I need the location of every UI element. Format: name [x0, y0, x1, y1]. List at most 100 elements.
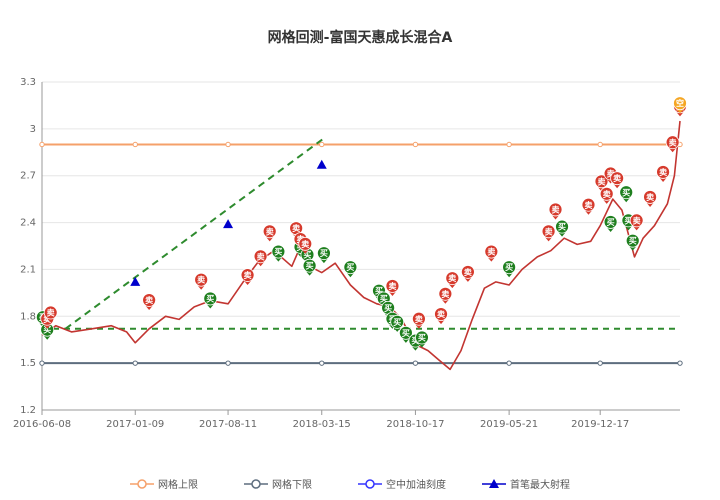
buy-marker-head [390, 315, 405, 329]
sell-marker-head [412, 311, 426, 326]
sell-marker-label: 卖 [145, 295, 153, 305]
sell-marker-head [594, 174, 609, 189]
sell-marker-label: 卖 [669, 137, 677, 147]
grid-upper-line-marker [225, 141, 231, 148]
legend-label: 首笔最大射程 [510, 478, 570, 491]
legend-label: 空中加油刻度 [386, 478, 446, 491]
buy-marker: 买 [625, 233, 640, 251]
legend[interactable]: 网格上限 网格下限 空中加油刻度 首笔最大射程 [130, 478, 570, 491]
sell-marker-head [434, 307, 448, 321]
buy-marker-head [203, 291, 218, 306]
sell-marker-label: 卖 [607, 169, 615, 179]
sell-marker: 卖 [594, 174, 609, 192]
nav-price-line [41, 120, 681, 371]
grid-upper-line-marker [319, 141, 325, 148]
buy-marker: 买 [271, 244, 286, 262]
empty-marker: 空 [673, 96, 687, 114]
buy-marker-label: 买 [629, 237, 637, 246]
x-tick-label: 2017-01-09 [106, 419, 164, 430]
buy-marker-label: 买 [320, 249, 328, 258]
grid-upper-line-marker [597, 141, 603, 148]
sell-marker-head [43, 305, 58, 320]
buy-marker-head [271, 244, 286, 259]
grid-upper-line-marker [506, 141, 512, 148]
legend-triangle-icon [489, 479, 499, 488]
sell-marker: 卖 [656, 165, 670, 182]
grid-lines [42, 81, 680, 411]
sell-marker-label: 卖 [633, 215, 641, 225]
y-tick-label: 2.7 [20, 171, 36, 182]
buy-marker-head [555, 219, 569, 234]
x-tick-label: 2018-10-17 [386, 419, 444, 430]
sell-marker-label: 卖 [584, 200, 592, 210]
y-tick-label: 1.2 [20, 405, 36, 416]
legend-item[interactable]: 网格下限 [244, 478, 312, 491]
sell-marker-label: 卖 [43, 314, 51, 324]
x-tick-label: 2018-03-15 [293, 419, 351, 430]
x-tick-label: 2016-06-08 [13, 419, 71, 430]
buy-marker-label: 买 [206, 294, 214, 303]
sell-marker-head [262, 224, 277, 239]
max-range-point [316, 159, 327, 169]
buy-marker-label: 买 [393, 318, 401, 327]
buy-marker-label: 买 [274, 248, 282, 257]
sell-marker: 卖 [581, 197, 596, 215]
sell-marker-label: 卖 [415, 314, 423, 324]
sell-marker-head [445, 271, 460, 286]
sell-marker-head [581, 197, 596, 212]
buy-marker-head [603, 215, 618, 229]
sell-marker: 卖 [240, 268, 255, 286]
sell-marker: 卖 [599, 186, 614, 204]
grid-upper-line-marker [412, 141, 419, 148]
sell-marker-head [548, 202, 563, 217]
sell-marker-label: 卖 [266, 226, 274, 236]
sell-marker: 卖 [434, 307, 448, 325]
legend-item[interactable]: 首笔最大射程 [482, 478, 570, 491]
sell-marker-label: 卖 [244, 270, 252, 280]
sell-marker-label: 卖 [441, 289, 449, 299]
sell-marker-label: 卖 [487, 247, 495, 257]
empty-marker-label: 空 [676, 98, 684, 108]
sell-marker-label: 卖 [659, 167, 667, 177]
sell-marker: 卖 [253, 249, 268, 267]
sell-marker-label: 卖 [603, 189, 611, 199]
grid-lower-line-marker [412, 360, 419, 366]
sell-marker: 卖 [484, 244, 499, 262]
sell-marker: 卖 [385, 279, 400, 296]
grid-lower-line-marker [132, 360, 138, 366]
buy-marker: 买 [390, 315, 405, 332]
sell-marker-label: 卖 [448, 273, 456, 283]
sell-marker-label: 卖 [545, 226, 553, 236]
trade-marks: 买买买买买买买买买买买买买买买买买买买买买买买卖卖卖卖卖卖卖卖卖卖卖卖卖卖卖卖卖… [35, 96, 687, 351]
x-tick-label: 2019-05-21 [480, 419, 538, 430]
buy-marker-label: 买 [558, 223, 566, 232]
buy-marker-label: 买 [384, 304, 392, 313]
max-range-trend-line [64, 135, 327, 330]
buy-marker-label: 买 [303, 251, 311, 260]
grid-upper-line-marker [132, 141, 138, 148]
sell-marker: 卖 [548, 202, 563, 220]
sell-marker: 卖 [629, 213, 644, 231]
sell-marker-label: 卖 [292, 223, 300, 233]
sell-marker-label: 卖 [257, 251, 265, 261]
buy-marker-label: 买 [622, 188, 630, 197]
grid-lower-line-marker [597, 360, 603, 366]
buy-marker-label: 买 [402, 329, 410, 338]
buy-marker-head [625, 233, 640, 248]
buy-marker: 买 [555, 219, 569, 237]
legend-item[interactable]: 空中加油刻度 [358, 478, 446, 491]
legend-label: 网格下限 [272, 478, 312, 491]
series-lines [39, 120, 683, 371]
x-tick-label: 2017-08-11 [199, 419, 257, 430]
sell-marker-label: 卖 [613, 173, 621, 183]
sell-marker-head [142, 293, 157, 307]
buy-marker: 买 [302, 258, 317, 276]
sell-marker: 卖 [262, 224, 277, 242]
grid-lower-line-marker [319, 360, 325, 366]
sell-marker: 卖 [665, 135, 680, 153]
legend-item[interactable]: 网格上限 [130, 478, 198, 491]
legend-circle-icon [365, 479, 375, 489]
buy-marker-head [415, 330, 429, 345]
sell-marker: 卖 [643, 190, 657, 207]
buy-marker: 买 [603, 215, 618, 232]
